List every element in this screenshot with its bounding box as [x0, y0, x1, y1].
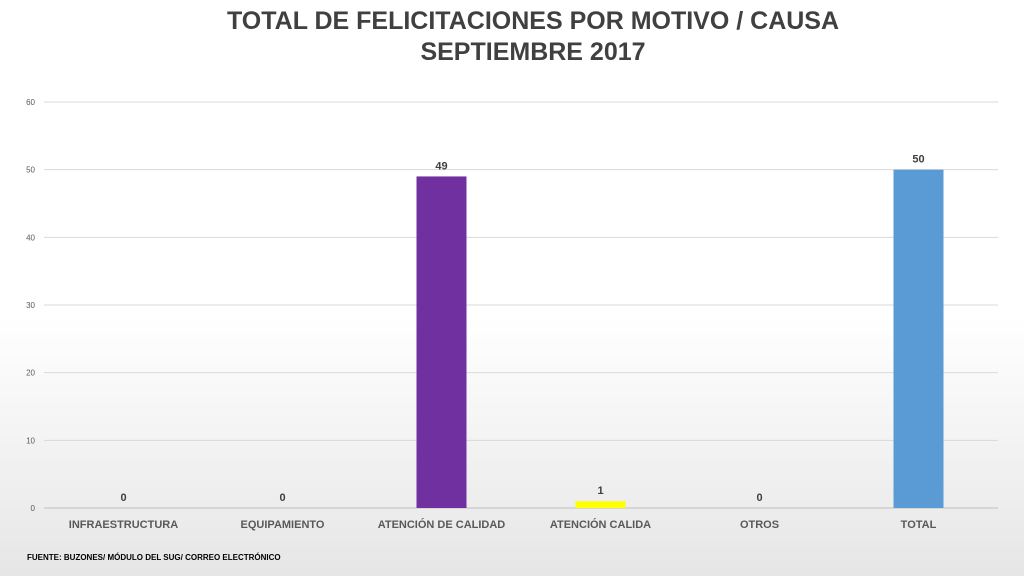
x-tick-label: ATENCIÓN CALIDA — [550, 518, 651, 531]
x-tick-label: EQUIPAMIENTO — [241, 519, 325, 531]
x-tick-label: OTROS — [740, 519, 779, 531]
y-tick-label: 20 — [26, 369, 35, 378]
chart-title: TOTAL DE FELICITACIONES POR MOTIVO / CAU… — [0, 6, 1024, 68]
data-label: 0 — [756, 492, 762, 504]
x-tick-label: ATENCIÓN DE CALIDAD — [378, 518, 506, 531]
bars — [416, 169, 944, 508]
y-axis-ticks: 0 10 20 30 40 50 60 — [26, 98, 35, 513]
data-label: 49 — [435, 160, 447, 172]
chart-title-line2: SEPTIEMBRE 2017 — [420, 38, 646, 66]
data-label: 0 — [120, 492, 126, 504]
x-axis-ticks: INFRAESTRUCTURA EQUIPAMIENTO ATENCIÓN DE C… — [69, 518, 937, 531]
bar — [893, 169, 944, 508]
bar — [575, 501, 626, 508]
y-tick-label: 0 — [31, 504, 36, 513]
y-tick-label: 50 — [26, 166, 35, 175]
data-label: 50 — [912, 154, 924, 166]
data-label: 1 — [597, 485, 603, 497]
y-tick-label: 60 — [26, 98, 35, 107]
y-tick-label: 30 — [26, 301, 35, 310]
y-tick-label: 40 — [26, 233, 35, 242]
chart-title-line1: TOTAL DE FELICITACIONES POR MOTIVO / CAU… — [226, 7, 840, 35]
y-tick-label: 10 — [26, 436, 35, 445]
x-tick-label: TOTAL — [901, 519, 937, 531]
data-labels: 0 0 49 1 0 50 — [120, 154, 924, 504]
source-note: FUENTE: BUZONES/ MÓDULO DEL SUG/ CORREO … — [27, 553, 281, 562]
gridlines — [44, 101, 998, 509]
x-tick-label: INFRAESTRUCTURA — [69, 519, 178, 531]
data-label: 0 — [279, 492, 285, 504]
bar — [416, 176, 467, 508]
